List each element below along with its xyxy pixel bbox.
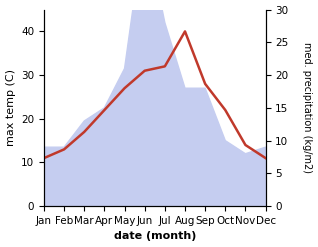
Y-axis label: max temp (C): max temp (C) <box>5 69 16 146</box>
X-axis label: date (month): date (month) <box>114 231 196 242</box>
Y-axis label: med. precipitation (kg/m2): med. precipitation (kg/m2) <box>302 42 313 173</box>
